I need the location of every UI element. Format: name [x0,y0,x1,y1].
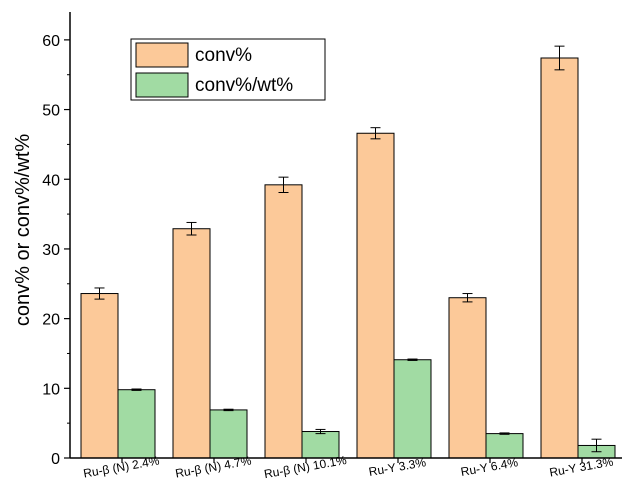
error-bar-conv-per-wt-0 [131,388,142,391]
error-bar-conv-1 [186,221,197,236]
bar-conv-per-wt-3 [393,359,432,459]
error-bar-conv-per-wt-4 [499,432,510,435]
error-bar-conv-3 [370,127,381,140]
bar-conv-1 [172,228,211,459]
bar-conv-per-wt-1 [209,409,248,459]
error-bar-conv-2 [278,176,289,193]
y-tick-label-2: 20 [42,312,60,329]
legend-swatch-1 [135,72,189,98]
bar-conv-3 [356,132,395,459]
y-tick-label-0: 0 [51,451,60,468]
y-tick-label-5: 50 [42,103,60,120]
error-bar-conv-per-wt-5 [591,438,602,453]
bar-conv-5 [540,57,579,459]
bar-conv-2 [264,184,303,459]
y-axis-title: conv% or conv%/wt% [12,134,34,327]
y-tick-label-3: 30 [42,242,60,259]
bar-conv-per-wt-4 [485,433,524,459]
y-axis: 0 10 20 30 40 50 60 [42,12,71,468]
error-bar-conv-5 [554,45,565,71]
y-tick-label-4: 40 [42,172,60,189]
legend-label-0: conv% [195,45,252,66]
error-bar-conv-0 [94,287,105,300]
y-tick-label-1: 10 [42,381,60,398]
y-tick-label-6: 60 [42,33,60,50]
error-bar-conv-per-wt-2 [315,428,326,435]
error-bar-conv-4 [462,293,473,303]
error-bar-conv-per-wt-3 [407,358,418,361]
error-bar-conv-per-wt-1 [223,408,234,412]
bar-conv-4 [448,297,487,459]
bar-conv-per-wt-2 [301,431,340,459]
bars-group [80,45,616,459]
legend-label-1: conv%/wt% [195,75,293,96]
legend: conv% conv%/wt% [130,38,326,101]
bar-conv-per-wt-0 [117,389,156,459]
bar-conv-0 [80,293,119,459]
x-axis: Ru-β (N) 2.4% Ru-β (N) 4.7% Ru-β (N) 10.1%… [70,453,622,481]
legend-swatch-0 [135,42,189,68]
